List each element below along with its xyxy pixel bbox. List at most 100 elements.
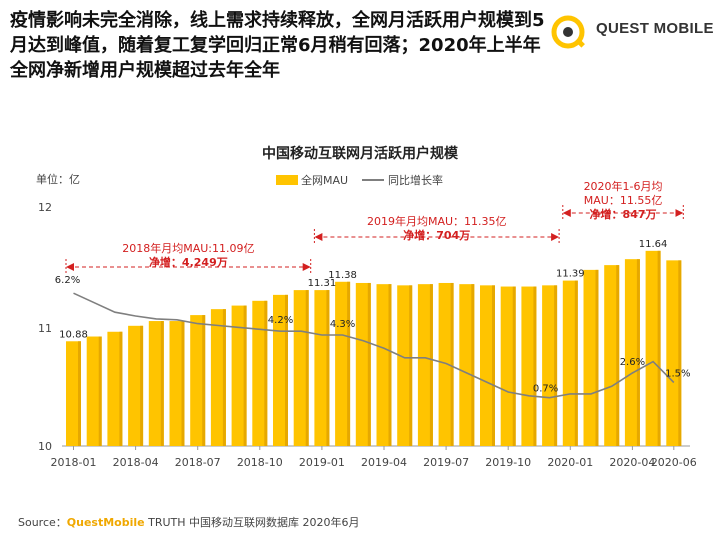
source-prefix: Source： bbox=[18, 516, 67, 529]
bar-2019-03 bbox=[355, 282, 371, 446]
x-tick-label: 2020-06 bbox=[651, 456, 697, 469]
bar-value-label: 11.31 bbox=[308, 278, 337, 289]
growth-rate-label: 6.2% bbox=[55, 275, 80, 286]
bar-2018-05 bbox=[148, 321, 164, 446]
bar-2020-05 bbox=[645, 250, 661, 446]
bar-2020-06 bbox=[666, 260, 682, 446]
bar-2019-12 bbox=[542, 285, 558, 446]
annotation-text: 净增：847万 bbox=[590, 207, 657, 221]
bar-2018-02 bbox=[86, 336, 102, 446]
x-tick-label: 2019-10 bbox=[485, 456, 531, 469]
bar-2019-05 bbox=[397, 285, 413, 446]
growth-rate-label: 4.3% bbox=[330, 319, 355, 330]
bar-shade-2019-10 bbox=[512, 286, 516, 446]
bar-2019-01 bbox=[314, 290, 330, 446]
bar-2020-04 bbox=[624, 259, 640, 446]
bar-shade-2018-11 bbox=[285, 294, 288, 446]
x-tick-label: 2019-04 bbox=[361, 456, 407, 469]
annotation-text: 2018年月均MAU:11.09亿 bbox=[122, 241, 254, 255]
logo-text: QUEST MOBILE bbox=[596, 20, 714, 37]
x-tick-label: 2019-07 bbox=[423, 456, 469, 469]
chart-title: 中国移动互联网月活跃用户规模 bbox=[262, 145, 459, 162]
bar-shade-2020-02 bbox=[595, 269, 599, 446]
source-note: Source：QuestMobile TRUTH 中国移动互联网数据库 2020… bbox=[18, 514, 360, 530]
legend-bar-label: 全网MAU bbox=[301, 173, 348, 187]
source-rest: TRUTH 中国移动互联网数据库 2020年6月 bbox=[144, 516, 360, 529]
annotation-text: 净增：704万 bbox=[403, 228, 470, 242]
y-tick-11: 11 bbox=[38, 322, 52, 335]
bar-shade-2020-05 bbox=[657, 250, 661, 446]
annotation-text: 2020年1-6月均 bbox=[584, 179, 663, 193]
bar-2018-12 bbox=[293, 290, 309, 446]
legend-line-label: 同比增长率 bbox=[388, 173, 443, 187]
growth-rate-label: 0.7% bbox=[533, 384, 558, 395]
bar-2018-04 bbox=[128, 325, 144, 446]
bar-2020-01 bbox=[562, 280, 578, 446]
x-tick-label: 2018-04 bbox=[113, 456, 159, 469]
bar-shade-2019-02 bbox=[347, 281, 351, 446]
bar-shade-2018-01 bbox=[78, 341, 81, 446]
growth-rate-line bbox=[73, 292, 675, 399]
bar-2018-09 bbox=[231, 305, 247, 446]
bar-2018-07 bbox=[190, 315, 206, 446]
bar-value-label: 10.88 bbox=[59, 329, 88, 340]
bar-shade-2019-01 bbox=[326, 290, 330, 446]
bar-2019-04 bbox=[376, 284, 392, 446]
annotation-text: 净增：4,249万 bbox=[149, 255, 228, 269]
x-tick-label: 2020-04 bbox=[609, 456, 655, 469]
unit-label: 单位：亿 bbox=[36, 172, 80, 186]
x-tick-label: 2019-01 bbox=[299, 456, 345, 469]
bar-shade-2019-09 bbox=[492, 285, 495, 446]
bar-shade-2018-07 bbox=[202, 315, 206, 446]
bar-value-label: 11.64 bbox=[639, 239, 668, 250]
x-tick-label: 2018-01 bbox=[51, 456, 97, 469]
bar-shade-2019-11 bbox=[533, 286, 537, 446]
bar-2018-10 bbox=[252, 300, 268, 446]
source-brand: QuestMobile bbox=[66, 516, 145, 529]
headline: 疫情影响未完全消除，线上需求持续释放，全网月活跃用户规模到5月达到峰值，随着复工… bbox=[10, 10, 545, 81]
growth-rate-label: 2.6% bbox=[620, 357, 645, 368]
x-tick-label: 2020-01 bbox=[547, 456, 593, 469]
bar-shade-2018-02 bbox=[98, 336, 102, 446]
bar-shade-2018-06 bbox=[181, 321, 185, 446]
bar-2018-11 bbox=[273, 294, 288, 446]
bar-2019-07 bbox=[438, 282, 454, 446]
annotation-text: MAU：11.55亿 bbox=[584, 194, 663, 207]
bar-value-label: 11.39 bbox=[556, 269, 585, 280]
questmobile-logo-icon bbox=[551, 15, 585, 49]
bar-2018-03 bbox=[107, 331, 123, 446]
bar-shade-2018-08 bbox=[222, 309, 226, 446]
bar-shade-2018-09 bbox=[243, 305, 247, 446]
bar-shade-2018-10 bbox=[264, 300, 268, 446]
bar-shade-2018-04 bbox=[140, 325, 144, 446]
growth-rate-label: 1.5% bbox=[665, 369, 690, 380]
annotation-text: 2019年月均MAU：11.35亿 bbox=[367, 214, 507, 228]
bar-shade-2019-06 bbox=[429, 284, 433, 446]
y-tick-10: 10 bbox=[38, 440, 52, 453]
x-tick-label: 2018-10 bbox=[237, 456, 283, 469]
bar-shade-2018-12 bbox=[305, 290, 309, 446]
bar-shade-2019-04 bbox=[388, 284, 392, 446]
bar-2019-06 bbox=[417, 284, 433, 446]
bar-2018-08 bbox=[210, 309, 226, 446]
bar-value-label: 11.38 bbox=[328, 270, 357, 281]
bar-shade-2018-03 bbox=[119, 331, 123, 446]
legend-bar-swatch bbox=[276, 175, 298, 185]
bar-shade-2019-03 bbox=[367, 282, 371, 446]
bar-shade-2020-01 bbox=[574, 280, 578, 446]
y-tick-12: 12 bbox=[38, 201, 52, 214]
bar-2019-10 bbox=[500, 286, 516, 446]
bar-2019-08 bbox=[459, 284, 475, 446]
bar-2018-01 bbox=[66, 341, 81, 446]
bar-2019-09 bbox=[480, 285, 495, 446]
bar-shade-2020-03 bbox=[616, 265, 620, 446]
bar-shade-2019-05 bbox=[409, 285, 413, 446]
bar-2020-03 bbox=[604, 265, 620, 446]
bar-shade-2020-04 bbox=[636, 259, 640, 446]
bar-2019-11 bbox=[521, 286, 537, 446]
bar-shade-2019-12 bbox=[554, 285, 558, 446]
x-tick-label: 2018-07 bbox=[175, 456, 221, 469]
bar-shade-2018-05 bbox=[160, 321, 164, 446]
bar-shade-2019-08 bbox=[471, 284, 475, 446]
